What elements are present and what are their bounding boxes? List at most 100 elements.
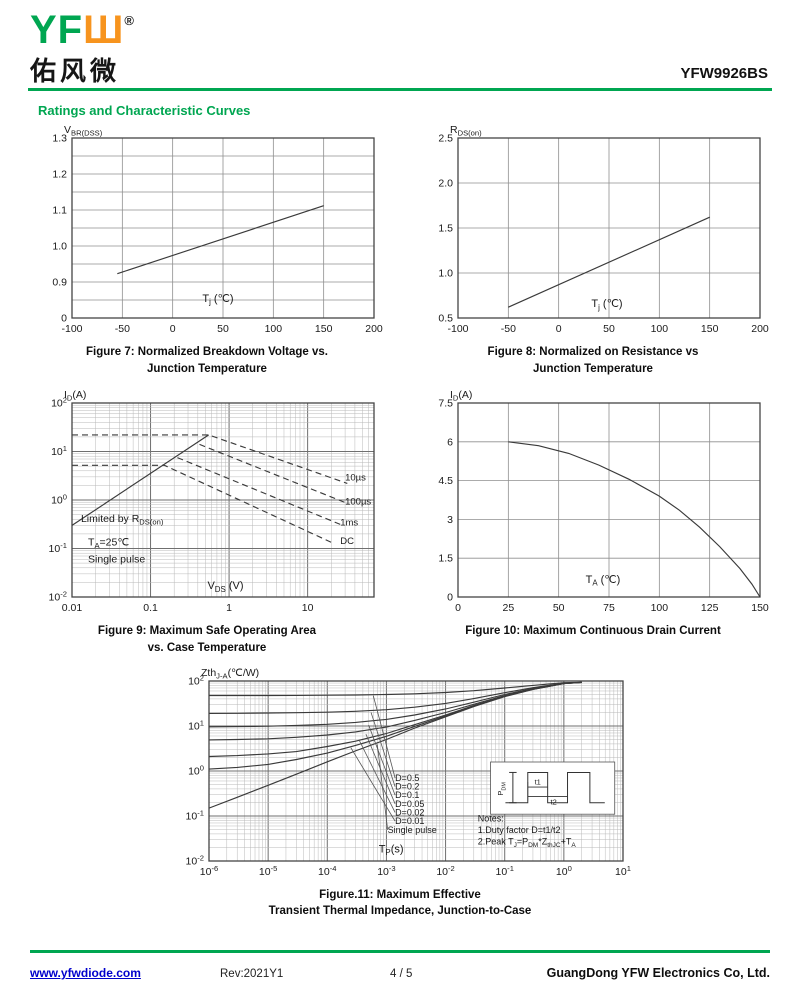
svg-text:ZthJ-A(℃/W): ZthJ-A(℃/W) — [201, 667, 259, 681]
svg-text:0: 0 — [455, 602, 461, 614]
svg-text:100: 100 — [556, 864, 572, 878]
svg-text:0: 0 — [61, 313, 67, 325]
svg-text:100: 100 — [188, 763, 204, 777]
brand-logo: YFШ® 佑风微 — [30, 10, 770, 88]
figure9-caption-line2: vs. Case Temperature — [147, 642, 267, 655]
logo-wordmark: YFШ® — [30, 10, 770, 50]
figure7-block: -100 -50 0 50 100 150 200 1.3 1.2 1.1 1.0 0.9 0 Tj (℃… — [28, 120, 386, 377]
header-rule — [28, 88, 772, 91]
svg-text:75: 75 — [603, 602, 615, 614]
svg-text:10-2: 10-2 — [436, 864, 454, 878]
svg-text:2.0: 2.0 — [438, 178, 453, 190]
svg-text:10-2: 10-2 — [49, 590, 67, 604]
svg-text:200: 200 — [751, 323, 769, 335]
svg-text:VDS (V): VDS (V) — [207, 581, 243, 595]
svg-text:10µs: 10µs — [345, 473, 366, 484]
svg-text:D=0.02: D=0.02 — [395, 807, 424, 817]
svg-text:10-5: 10-5 — [259, 864, 277, 878]
svg-text:Limited by RDS(on): Limited by RDS(on) — [81, 513, 164, 527]
svg-text:D=0.05: D=0.05 — [395, 799, 424, 809]
figure8-block: -100 -50 0 50 100 150 200 2.5 2.0 1.5 1.0 0.5 Tj (℃)… — [414, 120, 772, 377]
svg-text:1.0: 1.0 — [438, 268, 453, 280]
svg-text:150: 150 — [315, 323, 333, 335]
footer-rule — [30, 950, 770, 953]
svg-text:100: 100 — [51, 493, 67, 507]
logo-letters-yf: YF — [30, 8, 84, 52]
svg-text:102: 102 — [188, 673, 204, 687]
svg-text:t2: t2 — [551, 797, 557, 806]
svg-text:1.2: 1.2 — [52, 169, 67, 181]
svg-text:100: 100 — [651, 323, 669, 335]
svg-text:2.5: 2.5 — [438, 133, 453, 145]
page-footer: www.yfwdiode.com Rev:2021Y1 4 / 5 GuangD… — [30, 950, 770, 980]
svg-text:t1: t1 — [535, 777, 541, 786]
svg-text:0: 0 — [556, 323, 562, 335]
section-title: Ratings and Characteristic Curves — [38, 103, 251, 118]
svg-text:Single pulse: Single pulse — [388, 825, 437, 835]
page-indicator: 4 / 5 — [390, 968, 413, 980]
svg-text:6: 6 — [447, 437, 453, 449]
website-link[interactable]: www.yfwdiode.com — [30, 966, 141, 980]
charts-area: -100 -50 0 50 100 150 200 1.3 1.2 1.1 1.0 0.9 0 Tj (℃… — [0, 120, 800, 920]
figure9-chart: 0.01 0.1 1 10 102 101 100 10-1 10-2 Limited by RD… — [49, 389, 375, 614]
svg-text:3: 3 — [447, 514, 453, 526]
figure8-caption: Figure 8: Normalized on Resistance vs Ju… — [488, 344, 699, 377]
svg-text:10: 10 — [302, 602, 314, 614]
svg-text:D=0.01: D=0.01 — [395, 816, 424, 826]
svg-text:Tj (℃): Tj (℃) — [591, 298, 622, 312]
svg-text:0.1: 0.1 — [143, 602, 158, 614]
chart-row-1: -100 -50 0 50 100 150 200 1.3 1.2 1.1 1.0 0.9 0 Tj (℃… — [14, 120, 786, 377]
figure8-caption-line2: Junction Temperature — [533, 362, 653, 375]
svg-text:10-1: 10-1 — [49, 541, 67, 555]
svg-text:ID(A): ID(A) — [450, 389, 472, 403]
svg-text:ID(A): ID(A) — [64, 389, 86, 403]
svg-text:10-1: 10-1 — [186, 808, 204, 822]
chart-row-3: 10-6 10-5 10-4 10-3 10-2 10-1 100 101 102 101 100 1… — [14, 663, 786, 920]
figure11-block: 10-6 10-5 10-4 10-3 10-2 10-1 100 101 102 101 100 1… — [165, 663, 635, 920]
company-name: GuangDong YFW Electronics Co, Ltd. — [546, 966, 770, 980]
svg-text:101: 101 — [188, 718, 204, 732]
svg-text:150: 150 — [701, 323, 719, 335]
svg-text:150: 150 — [751, 602, 769, 614]
logo-letter-w-icon: Ш — [83, 8, 125, 52]
figure9-block: 0.01 0.1 1 10 102 101 100 10-1 10-2 Limited by RD… — [28, 385, 386, 656]
svg-text:Single pulse: Single pulse — [88, 554, 145, 566]
svg-text:-100: -100 — [61, 323, 82, 335]
svg-text:1.1: 1.1 — [52, 205, 67, 217]
svg-text:0: 0 — [447, 592, 453, 604]
svg-text:7.5: 7.5 — [438, 398, 453, 410]
figure10-caption: Figure 10: Maximum Continuous Drain Curr… — [465, 623, 721, 640]
svg-text:1: 1 — [226, 602, 232, 614]
svg-text:10-2: 10-2 — [186, 853, 204, 867]
svg-text:VBR(DSS): VBR(DSS) — [64, 124, 103, 138]
svg-text:0.5: 0.5 — [438, 313, 453, 325]
figure11-chart: 10-6 10-5 10-4 10-3 10-2 10-1 100 101 102 101 100 1… — [186, 667, 631, 878]
figure9-caption: Figure 9: Maximum Safe Operating Area vs… — [98, 623, 316, 656]
figure8-chart: -100 -50 0 50 100 150 200 2.5 2.0 1.5 1.0 0.5 Tj (℃)… — [438, 124, 769, 335]
logo-chinese-name: 佑风微 — [30, 56, 121, 86]
svg-text:Tj (℃): Tj (℃) — [202, 293, 233, 307]
svg-text:0: 0 — [170, 323, 176, 335]
footer-row: www.yfwdiode.com Rev:2021Y1 4 / 5 GuangD… — [30, 966, 770, 980]
figure8-caption-line1: Figure 8: Normalized on Resistance vs — [487, 346, 699, 358]
svg-text:100: 100 — [265, 323, 283, 335]
registered-trademark-icon: ® — [124, 13, 135, 28]
svg-text:25: 25 — [502, 602, 514, 614]
svg-text:0.01: 0.01 — [62, 602, 83, 614]
svg-text:PDM: PDM — [496, 781, 508, 795]
figure11-caption-line2: Transient Thermal Impedance, Junction-to… — [268, 905, 532, 918]
svg-text:10-1: 10-1 — [495, 864, 513, 878]
svg-text:1.0: 1.0 — [52, 241, 67, 253]
figure7-caption-line1: Figure 7: Normalized Breakdown Voltage v… — [86, 346, 328, 358]
svg-text:4.5: 4.5 — [438, 475, 453, 487]
svg-text:1.5: 1.5 — [438, 553, 453, 565]
svg-text:10-4: 10-4 — [318, 864, 336, 878]
figure7-chart: -100 -50 0 50 100 150 200 1.3 1.2 1.1 1.0 0.9 0 Tj (℃… — [52, 124, 383, 335]
svg-text:DC: DC — [340, 536, 354, 547]
svg-text:200: 200 — [365, 323, 383, 335]
svg-text:TA (℃): TA (℃) — [586, 574, 621, 588]
svg-text:102: 102 — [51, 396, 67, 410]
figure11-caption: Figure.11: Maximum Effective Transient T… — [269, 887, 532, 920]
svg-text:Notes:: Notes: — [478, 813, 504, 823]
